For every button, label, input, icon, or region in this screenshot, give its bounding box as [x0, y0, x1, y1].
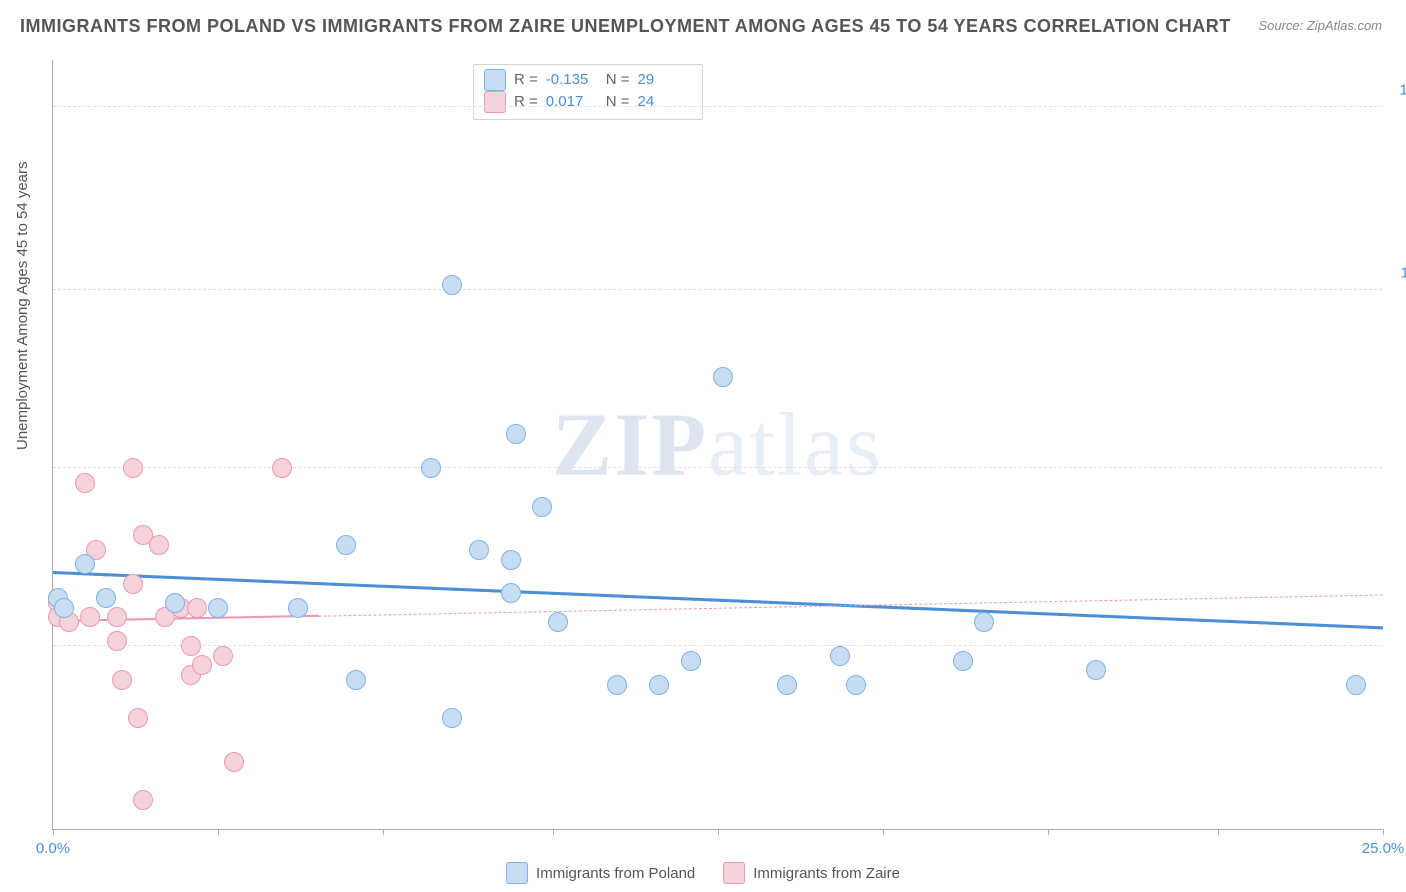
- data-point: [80, 607, 100, 627]
- data-point: [442, 708, 462, 728]
- stats-legend: R = -0.135 N = 29 R = 0.017 N = 24: [473, 64, 703, 120]
- x-tick-label: 0.0%: [36, 840, 70, 857]
- y-tick-label: 15.0%: [1386, 82, 1406, 99]
- x-tick: [53, 829, 54, 835]
- y-axis-label: Unemployment Among Ages 45 to 54 years: [14, 161, 31, 450]
- source-attribution: Source: ZipAtlas.com: [1258, 18, 1382, 33]
- y-tick-label: 7.5%: [1386, 443, 1406, 460]
- data-point: [713, 367, 733, 387]
- watermark: ZIPatlas: [552, 393, 883, 496]
- stat-n-value: 24: [638, 91, 690, 113]
- legend-label: Immigrants from Zaire: [753, 865, 900, 882]
- legend-item: Immigrants from Zaire: [723, 862, 900, 884]
- data-point: [532, 497, 552, 517]
- data-point: [181, 636, 201, 656]
- x-tick: [383, 829, 384, 835]
- legend-swatch: [506, 862, 528, 884]
- x-tick: [883, 829, 884, 835]
- x-tick-label: 25.0%: [1362, 840, 1405, 857]
- data-point: [548, 612, 568, 632]
- stats-row: R = -0.135 N = 29: [484, 69, 690, 91]
- stat-n-value: 29: [638, 69, 690, 91]
- stat-label: R =: [514, 69, 538, 91]
- data-point: [830, 646, 850, 666]
- data-point: [974, 612, 994, 632]
- stat-label: R =: [514, 91, 538, 113]
- data-point: [112, 670, 132, 690]
- data-point: [75, 554, 95, 574]
- data-point: [346, 670, 366, 690]
- gridline: [53, 106, 1382, 107]
- watermark-atlas: atlas: [708, 395, 883, 494]
- data-point: [149, 535, 169, 555]
- data-point: [96, 588, 116, 608]
- data-point: [953, 651, 973, 671]
- chart-title: IMMIGRANTS FROM POLAND VS IMMIGRANTS FRO…: [20, 16, 1231, 37]
- data-point: [336, 535, 356, 555]
- data-point: [501, 583, 521, 603]
- series-legend: Immigrants from Poland Immigrants from Za…: [506, 862, 900, 884]
- x-tick: [553, 829, 554, 835]
- watermark-zip: ZIP: [552, 395, 708, 494]
- stat-r-value: 0.017: [546, 91, 598, 113]
- data-point: [272, 458, 292, 478]
- data-point: [681, 651, 701, 671]
- data-point: [506, 424, 526, 444]
- y-tick-label: 11.2%: [1386, 265, 1406, 282]
- data-point: [846, 675, 866, 695]
- data-point: [442, 275, 462, 295]
- data-point: [75, 473, 95, 493]
- data-point: [777, 675, 797, 695]
- trend-line: [53, 571, 1383, 629]
- data-point: [607, 675, 627, 695]
- data-point: [107, 607, 127, 627]
- legend-swatch: [723, 862, 745, 884]
- data-point: [165, 593, 185, 613]
- x-tick: [218, 829, 219, 835]
- x-tick: [1218, 829, 1219, 835]
- data-point: [133, 790, 153, 810]
- data-point: [128, 708, 148, 728]
- gridline: [53, 467, 1382, 468]
- data-point: [54, 598, 74, 618]
- y-tick-label: 3.8%: [1386, 621, 1406, 638]
- data-point: [1346, 675, 1366, 695]
- data-point: [1086, 660, 1106, 680]
- x-tick: [718, 829, 719, 835]
- x-tick: [1383, 829, 1384, 835]
- data-point: [192, 655, 212, 675]
- data-point: [107, 631, 127, 651]
- x-tick: [1048, 829, 1049, 835]
- data-point: [213, 646, 233, 666]
- data-point: [224, 752, 244, 772]
- data-point: [123, 574, 143, 594]
- legend-swatch: [484, 91, 506, 113]
- data-point: [187, 598, 207, 618]
- scatter-plot-area: ZIPatlas R =-0.135N =29R =0.017N =24 3.8…: [52, 60, 1382, 830]
- legend-swatch: [484, 69, 506, 91]
- stat-label: N =: [606, 69, 630, 91]
- stat-label: N =: [606, 91, 630, 113]
- legend-item: Immigrants from Poland: [506, 862, 695, 884]
- gridline: [53, 289, 1382, 290]
- data-point: [649, 675, 669, 695]
- data-point: [288, 598, 308, 618]
- data-point: [123, 458, 143, 478]
- data-point: [208, 598, 228, 618]
- stat-r-value: -0.135: [546, 69, 598, 91]
- data-point: [501, 550, 521, 570]
- gridline: [53, 645, 1382, 646]
- data-point: [421, 458, 441, 478]
- legend-label: Immigrants from Poland: [536, 865, 695, 882]
- stats-row: R = 0.017 N = 24: [484, 91, 690, 113]
- data-point: [469, 540, 489, 560]
